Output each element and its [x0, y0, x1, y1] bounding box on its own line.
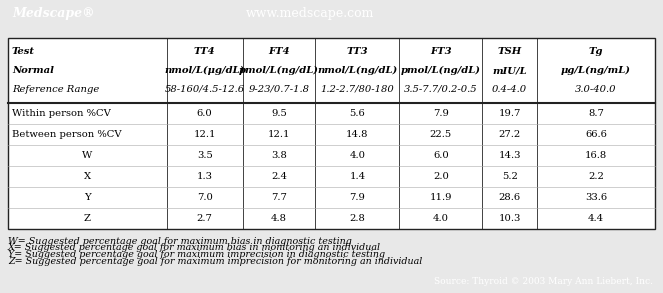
Text: 7.9: 7.9: [349, 193, 365, 202]
Text: 4.0: 4.0: [433, 214, 449, 223]
Text: Between person %CV: Between person %CV: [12, 130, 121, 139]
Text: 27.2: 27.2: [499, 130, 521, 139]
Text: 1.4: 1.4: [349, 172, 365, 181]
Text: nmol/L(μg/dL): nmol/L(μg/dL): [164, 66, 245, 75]
Text: 14.3: 14.3: [499, 151, 521, 160]
Text: 2.7: 2.7: [197, 214, 213, 223]
Text: 2.4: 2.4: [271, 172, 287, 181]
Text: W: W: [82, 151, 92, 160]
Text: 16.8: 16.8: [585, 151, 607, 160]
Text: 1.2-2.7/80-180: 1.2-2.7/80-180: [320, 85, 394, 93]
Text: 5.6: 5.6: [349, 109, 365, 118]
Text: 10.3: 10.3: [499, 214, 521, 223]
Text: 28.6: 28.6: [499, 193, 521, 202]
Text: 12.1: 12.1: [194, 130, 216, 139]
Text: Tg: Tg: [589, 47, 603, 57]
Text: 5.2: 5.2: [502, 172, 518, 181]
Text: FT4: FT4: [269, 47, 290, 57]
Text: 4.4: 4.4: [588, 214, 604, 223]
Text: 1.3: 1.3: [197, 172, 213, 181]
Text: 4.0: 4.0: [349, 151, 365, 160]
Text: TSH: TSH: [498, 47, 522, 57]
Text: 11.9: 11.9: [430, 193, 452, 202]
Text: 4.8: 4.8: [271, 214, 287, 223]
Text: X: X: [84, 172, 91, 181]
Text: 19.7: 19.7: [499, 109, 521, 118]
Text: FT3: FT3: [430, 47, 452, 57]
Text: 12.1: 12.1: [268, 130, 290, 139]
Text: 22.5: 22.5: [430, 130, 452, 139]
Text: 2.0: 2.0: [433, 172, 449, 181]
Text: 9.5: 9.5: [271, 109, 287, 118]
Text: www.medscape.com: www.medscape.com: [245, 8, 374, 21]
Text: 14.8: 14.8: [346, 130, 369, 139]
Text: Normal: Normal: [12, 66, 54, 75]
Text: 9-23/0.7-1.8: 9-23/0.7-1.8: [249, 85, 310, 93]
Text: Z= Suggested percentage goal for maximum imprecision for monitoring an individua: Z= Suggested percentage goal for maximum…: [8, 256, 422, 265]
Text: 2.8: 2.8: [349, 214, 365, 223]
Text: 58-160/4.5-12.6: 58-160/4.5-12.6: [164, 85, 245, 93]
Text: 2.2: 2.2: [588, 172, 604, 181]
Text: Medscape®: Medscape®: [12, 8, 95, 21]
Text: 33.6: 33.6: [585, 193, 607, 202]
Text: Y: Y: [84, 193, 91, 202]
Text: μg/L(ng/mL): μg/L(ng/mL): [561, 66, 631, 75]
Bar: [8, 38, 655, 229]
Text: pmol/L(ng/dL): pmol/L(ng/dL): [239, 66, 319, 75]
Text: 3.8: 3.8: [271, 151, 287, 160]
Text: 0.4-4.0: 0.4-4.0: [492, 85, 527, 93]
Text: 7.9: 7.9: [433, 109, 449, 118]
Text: 7.7: 7.7: [271, 193, 287, 202]
Text: 6.0: 6.0: [433, 151, 449, 160]
Text: Reference Range: Reference Range: [12, 85, 99, 93]
Text: Test: Test: [12, 47, 35, 57]
Text: Y= Suggested percentage goal for maximum imprecision in diagnostic testing: Y= Suggested percentage goal for maximum…: [8, 250, 385, 259]
Text: W= Suggested percentage goal for maximum bias in diagnostic testing: W= Suggested percentage goal for maximum…: [8, 237, 352, 246]
Text: Source: Thyroid © 2003 Mary Ann Liebert, Inc.: Source: Thyroid © 2003 Mary Ann Liebert,…: [434, 277, 653, 287]
Text: nmol/L(ng/dL): nmol/L(ng/dL): [318, 66, 398, 75]
Text: 3.5: 3.5: [197, 151, 213, 160]
Text: X= Suggested percentage goal for maximum bias in monitoring an individual: X= Suggested percentage goal for maximum…: [8, 243, 381, 253]
Text: 3.0-40.0: 3.0-40.0: [575, 85, 617, 93]
Text: 66.6: 66.6: [585, 130, 607, 139]
Text: 3.5-7.7/0.2-0.5: 3.5-7.7/0.2-0.5: [404, 85, 477, 93]
Text: 8.7: 8.7: [588, 109, 604, 118]
Text: pmol/L(ng/dL): pmol/L(ng/dL): [401, 66, 481, 75]
Text: TT3: TT3: [347, 47, 368, 57]
Text: 7.0: 7.0: [197, 193, 213, 202]
Text: 6.0: 6.0: [197, 109, 213, 118]
Text: TT4: TT4: [194, 47, 215, 57]
Text: Within person %CV: Within person %CV: [12, 109, 111, 118]
Text: Z: Z: [84, 214, 91, 223]
Text: mIU/L: mIU/L: [493, 66, 527, 75]
